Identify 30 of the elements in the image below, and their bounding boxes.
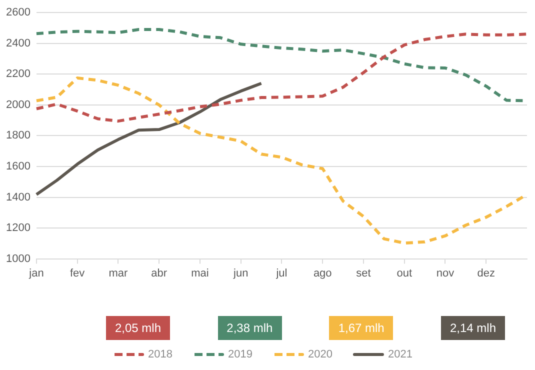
line-series [34, 32, 528, 123]
legend-label: 2020 [308, 348, 332, 361]
x-tick-label: abr [151, 267, 168, 280]
y-tick-label: 2000 [6, 98, 30, 111]
legend-label: 2019 [228, 348, 253, 361]
x-tick-label: mar [108, 267, 128, 280]
text: 2,14 mlh [441, 316, 505, 340]
y-tick-label: 1600 [6, 160, 30, 173]
x-tick-label: fev [70, 267, 86, 280]
legend-label: 2018 [148, 348, 173, 361]
x-tick-label: jul [275, 267, 288, 280]
legend-label: 2021 [388, 348, 412, 361]
y-tick-label: 2200 [6, 68, 30, 80]
x-tick-label: set [356, 267, 371, 280]
x-tick-label: out [396, 267, 412, 280]
y-tick-label: 1200 [6, 222, 30, 234]
y-tick-label: 1400 [6, 191, 30, 204]
text: 1,67 mlh [329, 316, 394, 340]
y-tick-label: 1000 [6, 252, 30, 265]
x-tick-label: nov [436, 267, 455, 280]
y-tick-label: 2400 [6, 37, 30, 50]
x-tick-label: jan [28, 267, 44, 280]
text: 2,05 mlh [106, 316, 170, 340]
x-tick-label: ago [313, 267, 332, 280]
x-tick-label: dez [477, 267, 495, 280]
x-tick-label: mai [191, 267, 209, 280]
y-tick-label: 2600 [6, 6, 30, 19]
x-tick-label: jun [232, 267, 248, 280]
y-tick-label: 1800 [6, 130, 30, 142]
text: 2,38 mlh [218, 316, 282, 340]
